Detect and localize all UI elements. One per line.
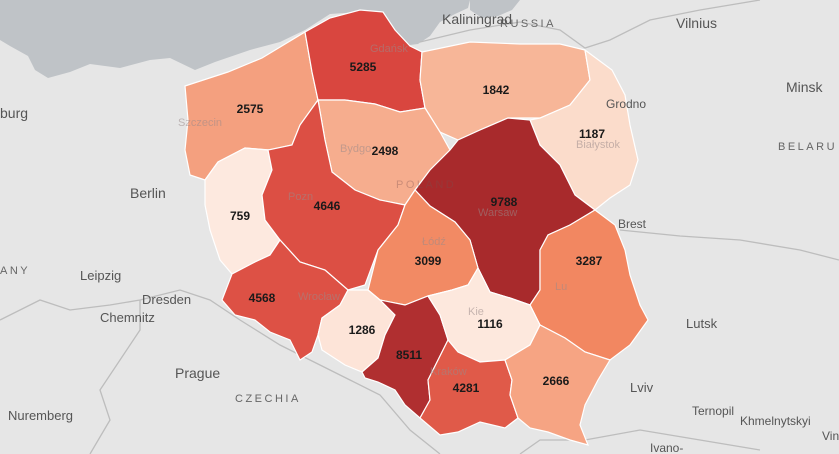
city-label-khmelnytskyi: Khmelnytskyi <box>740 414 811 428</box>
value-label-dolnoslaskie: 4568 <box>249 291 276 305</box>
city-label-ivano: Ivano- <box>650 441 683 454</box>
city-label-prague: Prague <box>175 365 220 381</box>
value-label-lubelskie: 3287 <box>576 254 603 268</box>
value-label-pomorskie: 5285 <box>350 60 377 74</box>
value-label-mazowieckie: 9788 <box>491 195 518 209</box>
faint-label-poznan: Pozn <box>288 191 313 203</box>
faint-label-bydgoszcz: Bydgo <box>340 143 371 155</box>
region-malopolskie[interactable] <box>419 338 519 436</box>
faint-city-labels: Gdańsk Szczecin Bydgo Białystok Pozn War… <box>178 43 621 378</box>
city-label-vin-partial: Vin <box>822 429 839 443</box>
city-label-brest: Brest <box>618 217 647 231</box>
city-label-ternopil: Ternopil <box>692 404 734 418</box>
value-label-wielkopolskie: 4646 <box>314 199 341 213</box>
country-label-poland: POLAND <box>396 179 456 191</box>
value-label-warminsko-mazurskie: 1842 <box>483 83 510 97</box>
city-label-chemnitz: Chemnitz <box>100 310 155 325</box>
city-label-vilnius: Vilnius <box>676 15 717 31</box>
faint-label-warsaw: Warsaw <box>478 207 517 219</box>
vistula-lagoon <box>470 0 520 18</box>
city-label-nuremberg: Nuremberg <box>8 408 73 423</box>
city-label-berlin: Berlin <box>130 185 166 201</box>
city-label-hamburg-partial: burg <box>0 105 28 121</box>
city-label-lutsk: Lutsk <box>686 316 718 331</box>
value-label-podlaskie: 1187 <box>579 127 605 141</box>
city-label-lviv: Lviv <box>630 380 654 395</box>
value-label-lubuskie: 759 <box>230 209 250 223</box>
country-label-russia: RUSSIA <box>500 18 556 30</box>
country-label-czechia: CZECHIA <box>235 393 301 405</box>
value-label-swietokrzyskie: 1116 <box>477 317 503 331</box>
city-label-leipzig: Leipzig <box>80 268 121 283</box>
faint-label-gdansk: Gdańsk <box>370 43 408 55</box>
country-label-belarus: BELARU <box>778 141 837 153</box>
value-label-zachodniopomorskie: 2575 <box>237 102 264 116</box>
faint-label-kielce: Kie <box>468 306 484 318</box>
region-value-labels: 5285 2575 1842 1187 2498 759 4646 9788 3… <box>230 60 605 395</box>
city-label-kaliningrad: Kaliningrad <box>442 11 512 27</box>
country-label-germany: ANY <box>0 265 30 277</box>
faint-label-lodz: Łódź <box>422 236 446 248</box>
value-label-malopolskie: 4281 <box>453 381 480 395</box>
faint-label-szczecin: Szczecin <box>178 117 222 129</box>
value-label-opolskie: 1286 <box>349 323 376 337</box>
value-label-slaskie: 8511 <box>396 348 422 362</box>
value-label-podkarpackie: 2666 <box>543 374 570 388</box>
city-labels: Kaliningrad Vilnius Minsk Grodno Berlin … <box>0 11 839 454</box>
city-label-grodno: Grodno <box>606 97 646 111</box>
faint-label-wroclaw: Wrocław <box>298 291 340 303</box>
value-label-kujawsko-pomorskie: 2498 <box>372 144 399 158</box>
city-label-minsk: Minsk <box>786 79 824 95</box>
country-labels: RUSSIA BELARU ANY CZECHIA POLAND <box>0 18 837 405</box>
region-podkarpackie[interactable] <box>504 324 611 446</box>
faint-label-bialystok: Białystok <box>576 139 621 151</box>
faint-label-krakow: Kraków <box>430 366 467 378</box>
baltic-sea <box>0 0 470 78</box>
faint-label-lublin: Lu <box>555 281 567 293</box>
voivodeships <box>184 9 649 446</box>
city-label-dresden: Dresden <box>142 292 191 307</box>
value-label-lodzkie: 3099 <box>415 254 442 268</box>
